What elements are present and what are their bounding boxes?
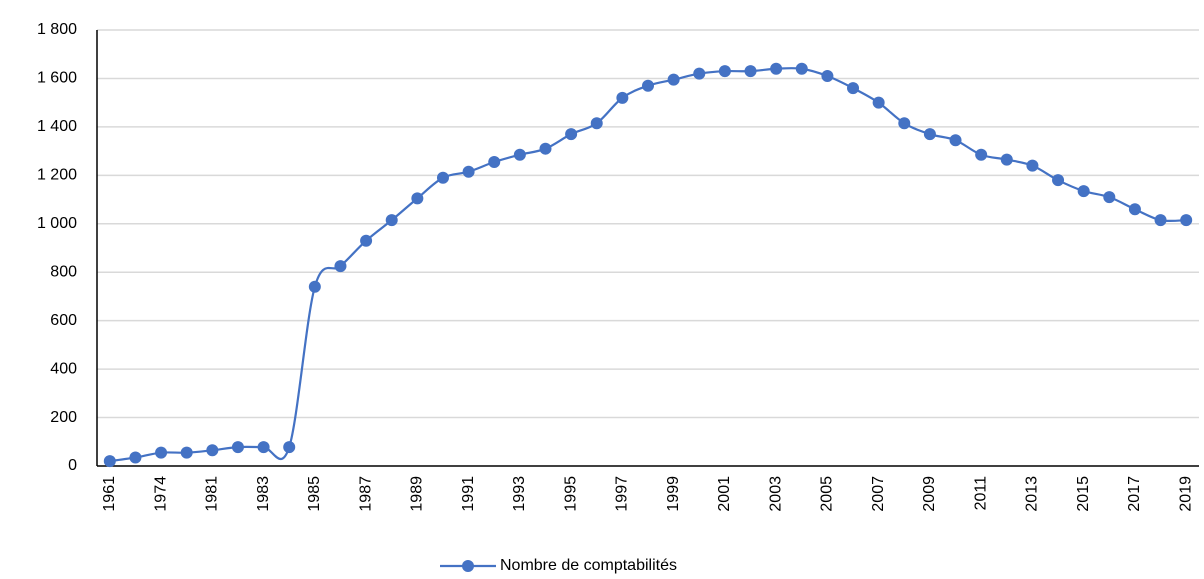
- marker: [898, 117, 911, 130]
- marker: [1000, 153, 1013, 166]
- marker: [488, 156, 501, 169]
- marker: [283, 441, 296, 454]
- y-tick-label: 400: [50, 360, 77, 377]
- marker: [949, 134, 962, 147]
- marker: [923, 128, 936, 141]
- x-tick-label: 1987: [357, 476, 374, 512]
- marker: [1180, 214, 1193, 227]
- y-tick-label: 1 000: [37, 215, 77, 232]
- x-tick-label: 1985: [306, 476, 323, 512]
- x-tick-label: 1981: [204, 476, 221, 512]
- marker: [616, 91, 629, 104]
- marker: [590, 117, 603, 130]
- y-tick-label: 1 800: [37, 21, 77, 38]
- marker: [693, 67, 706, 80]
- marker: [821, 70, 834, 83]
- marker: [1154, 214, 1167, 227]
- x-tick-label: 1993: [511, 476, 528, 512]
- marker: [231, 441, 244, 454]
- marker: [539, 142, 552, 155]
- y-tick-label: 1 200: [37, 167, 77, 184]
- marker: [1052, 174, 1065, 187]
- marker: [795, 62, 808, 75]
- marker: [1026, 159, 1039, 172]
- marker: [257, 441, 270, 454]
- marker: [565, 128, 578, 141]
- marker: [180, 446, 193, 459]
- x-tick-label: 1997: [614, 476, 631, 512]
- marker: [308, 280, 321, 293]
- y-tick-label: 1 400: [37, 118, 77, 135]
- x-tick-label: 1961: [101, 476, 118, 512]
- x-tick-label: 1989: [409, 476, 426, 512]
- x-tick-label: 2017: [1126, 476, 1143, 512]
- y-tick-label: 0: [68, 457, 77, 474]
- y-tick-label: 1 600: [37, 70, 77, 87]
- marker: [462, 165, 475, 178]
- x-tick-label: 2011: [972, 476, 989, 511]
- x-tick-label: 1995: [562, 476, 579, 512]
- marker: [847, 82, 860, 95]
- x-tick-label: 2015: [1075, 476, 1092, 512]
- y-tick-label: 200: [50, 409, 77, 426]
- marker: [975, 148, 988, 161]
- x-tick-label: 1974: [152, 476, 169, 512]
- x-tick-label: 2007: [870, 476, 887, 512]
- y-tick-label: 600: [50, 312, 77, 329]
- marker: [872, 96, 885, 109]
- marker: [667, 73, 680, 86]
- y-tick-label: 800: [50, 263, 77, 280]
- marker: [1128, 203, 1141, 216]
- marker: [155, 446, 168, 459]
- marker: [129, 451, 142, 464]
- marker: [436, 171, 449, 184]
- marker: [334, 260, 347, 273]
- legend-marker: [462, 560, 474, 572]
- x-tick-label: 2009: [921, 476, 938, 512]
- marker: [1103, 191, 1116, 204]
- x-tick-label: 1983: [255, 476, 272, 512]
- marker: [513, 148, 526, 161]
- marker: [770, 62, 783, 75]
- marker: [103, 455, 116, 468]
- marker: [1077, 185, 1090, 198]
- x-tick-label: 2001: [716, 476, 733, 512]
- marker: [360, 234, 373, 247]
- legend-label: Nombre de comptabilités: [500, 557, 677, 574]
- marker: [718, 65, 731, 78]
- x-tick-label: 2005: [819, 476, 836, 512]
- x-tick-label: 2003: [767, 476, 784, 512]
- x-tick-label: 1991: [460, 476, 477, 512]
- x-tick-label: 2013: [1024, 476, 1041, 512]
- x-tick-label: 2019: [1177, 476, 1194, 512]
- marker: [206, 444, 219, 457]
- marker: [385, 214, 398, 227]
- marker: [744, 65, 757, 78]
- marker: [642, 79, 654, 92]
- marker: [411, 192, 424, 205]
- x-tick-label: 1999: [665, 476, 682, 512]
